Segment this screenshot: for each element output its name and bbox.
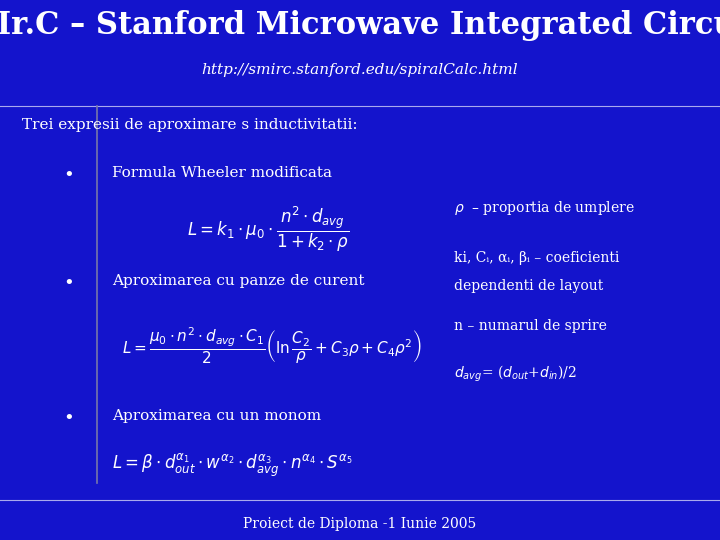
Text: Aproximarea cu panze de curent: Aproximarea cu panze de curent [112, 274, 364, 288]
Text: •: • [63, 274, 73, 292]
Text: dependenti de layout: dependenti de layout [454, 279, 603, 293]
Text: SMIr.C – Stanford Microwave Integrated Circuits: SMIr.C – Stanford Microwave Integrated C… [0, 10, 720, 41]
Text: Formula Wheeler modificata: Formula Wheeler modificata [112, 166, 332, 180]
Text: Proiect de Diploma -1 Iunie 2005: Proiect de Diploma -1 Iunie 2005 [243, 517, 477, 531]
Text: $L = k_1 \cdot \mu_0 \cdot \dfrac{n^2 \cdot d_{avg}}{1 + k_2 \cdot \rho}$: $L = k_1 \cdot \mu_0 \cdot \dfrac{n^2 \c… [187, 205, 349, 254]
Text: •: • [63, 409, 73, 428]
Text: Aproximarea cu un monom: Aproximarea cu un monom [112, 409, 320, 423]
Text: n – numarul de sprire: n – numarul de sprire [454, 319, 606, 333]
Text: $\rho$  – proportia de umplere: $\rho$ – proportia de umplere [454, 199, 634, 217]
Text: http://smirc.stanford.edu/spiralCalc.html: http://smirc.stanford.edu/spiralCalc.htm… [202, 63, 518, 77]
Text: •: • [63, 166, 73, 184]
Text: ki, Cᵢ, αᵢ, βᵢ – coeficienti: ki, Cᵢ, αᵢ, βᵢ – coeficienti [454, 251, 619, 265]
Text: $L = \dfrac{\mu_0 \cdot n^2 \cdot d_{avg} \cdot C_1}{2}\left( \ln\dfrac{C_2}{\rh: $L = \dfrac{\mu_0 \cdot n^2 \cdot d_{avg… [122, 326, 422, 366]
Text: Trei expresii de aproximare s inductivitatii:: Trei expresii de aproximare s inductivit… [22, 118, 357, 132]
Text: $d_{avg}$= ($d_{out}$+$d_{in}$)/2: $d_{avg}$= ($d_{out}$+$d_{in}$)/2 [454, 363, 577, 383]
Text: $L = \beta \cdot d_{out}^{\alpha_1} \cdot w^{\alpha_2}\cdot d_{avg}^{\alpha_3} \: $L = \beta \cdot d_{out}^{\alpha_1} \cdo… [112, 451, 352, 479]
